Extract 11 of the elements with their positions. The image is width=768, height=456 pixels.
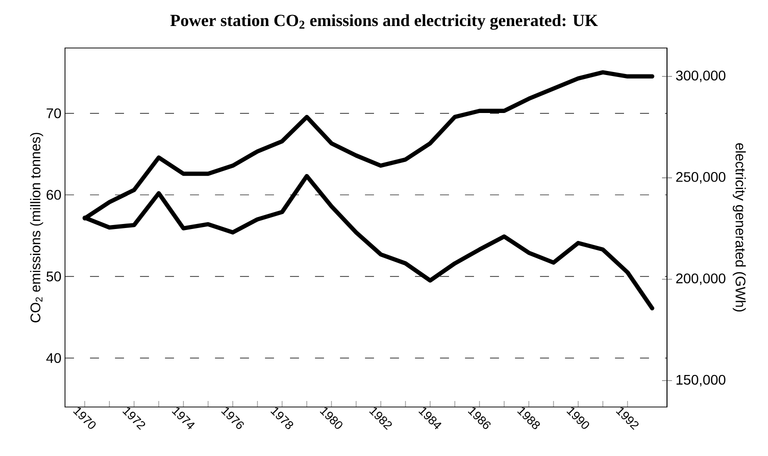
y-tick-label: 40 xyxy=(46,353,61,363)
y-tick-label: 70 xyxy=(46,108,61,118)
y2-tick-label: 300,000 xyxy=(676,70,726,82)
y2-tick-label: 200,000 xyxy=(676,273,726,285)
y-axis-title: CO$_{2}$ emissions (million tonnes) xyxy=(30,132,44,322)
y2-tick-label: 250,000 xyxy=(676,172,726,184)
y2-tick-label: 150,000 xyxy=(676,374,726,386)
y-tick-label: 60 xyxy=(46,190,61,200)
chart-title: Power station CO$_{2}$ emissions and electricity generated: UK xyxy=(170,14,598,30)
y2-axis-title: electricity generated (GWh) xyxy=(732,143,746,312)
y-tick-label: 50 xyxy=(46,272,61,282)
